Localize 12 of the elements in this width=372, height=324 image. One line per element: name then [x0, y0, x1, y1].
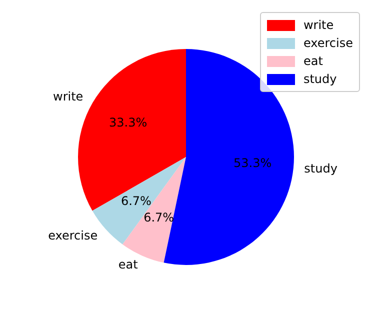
data-label: 6.7% [144, 210, 174, 224]
data-label: 6.7% [120, 194, 152, 208]
legend-label: exercise [303, 36, 353, 50]
slice-label: study [304, 161, 338, 176]
slice-label: exercise [48, 228, 98, 243]
slice-label: write [53, 90, 84, 104]
legend-label: write [303, 18, 334, 32]
data-label: 53.3% [234, 156, 272, 170]
legend-label: study [303, 72, 337, 86]
legend-label: eat [303, 54, 323, 68]
data-label: 33.3% [108, 116, 148, 130]
slice-label: eat [118, 258, 138, 272]
